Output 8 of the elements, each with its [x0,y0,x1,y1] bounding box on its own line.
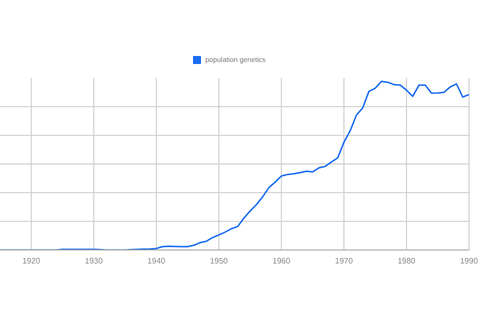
x-tick-label: 1980 [398,256,416,266]
x-tick-label: 1930 [84,256,104,266]
x-tick-label: 1990 [460,256,478,266]
x-tick-label: 1970 [335,256,354,266]
x-tick-label: 1950 [210,256,228,266]
x-tick-label: 1940 [147,256,166,266]
x-tick-label: 1960 [272,256,291,266]
x-tick-label: 1920 [22,256,41,266]
